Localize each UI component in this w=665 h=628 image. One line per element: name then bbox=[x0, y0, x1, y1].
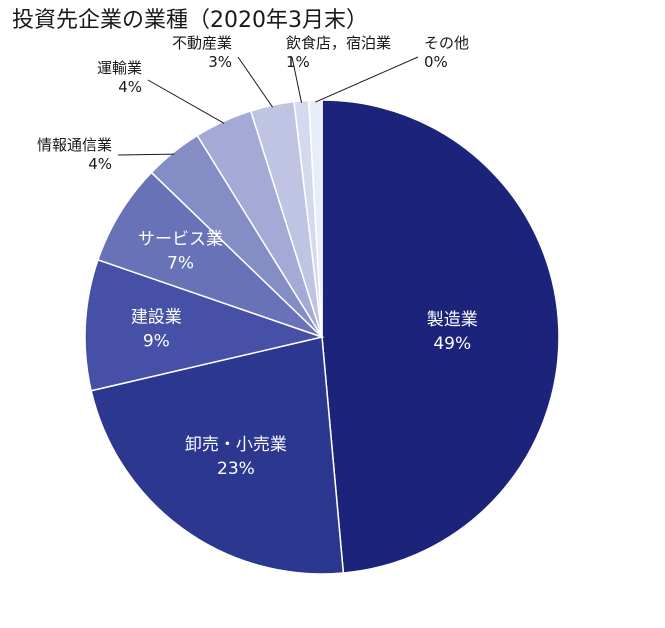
slice-1-name-label: 製造業 bbox=[427, 310, 478, 330]
slice-6-value-label: 4% bbox=[118, 78, 142, 96]
slice-1-wedge bbox=[321, 99, 560, 574]
slice-8-name-label: 飲食店，宿泊業 bbox=[286, 34, 391, 52]
slice-5-value-label: 4% bbox=[88, 155, 112, 173]
slice-4-value-label: 7% bbox=[167, 253, 194, 273]
slice-4-name-label: サービス業 bbox=[138, 229, 223, 249]
slice-5-name-label: 情報通信業 bbox=[37, 136, 112, 154]
slice-7-value-label: 3% bbox=[208, 53, 232, 71]
slice-3-name-label: 建設業 bbox=[131, 307, 182, 327]
slice-8-value-label: 1% bbox=[286, 53, 310, 71]
slice-8-leader-line bbox=[291, 56, 303, 103]
slice-labels: 製造業49%卸売・小売業23%建設業9%サービス業7%情報通信業4%運輸業4%不… bbox=[37, 34, 478, 479]
slice-9-leader-line bbox=[315, 56, 419, 103]
slice-9-name-label: その他 bbox=[424, 34, 469, 52]
slice-2-name-label: 卸売・小売業 bbox=[185, 435, 287, 455]
slice-4-wedge bbox=[96, 171, 323, 338]
slice-9-value-label: 0% bbox=[424, 53, 448, 71]
slice-1-value-label: 49% bbox=[433, 334, 471, 354]
slice-6-leader-line bbox=[147, 79, 225, 124]
pie-slices bbox=[84, 99, 560, 575]
slice-3-wedge bbox=[84, 258, 325, 392]
slice-3-value-label: 9% bbox=[143, 331, 170, 351]
slice-6-name-label: 運輸業 bbox=[97, 59, 142, 77]
slice-9-wedge bbox=[307, 99, 323, 338]
leader-lines bbox=[117, 56, 419, 156]
chart-title: 投資先企業の業種（2020年3月末） bbox=[12, 8, 368, 33]
slice-5-leader-line bbox=[117, 153, 175, 156]
slice-7-leader-line bbox=[237, 56, 274, 108]
slice-7-name-label: 不動産業 bbox=[172, 34, 232, 52]
slice-2-value-label: 23% bbox=[217, 459, 255, 479]
slice-2-wedge bbox=[90, 336, 345, 575]
